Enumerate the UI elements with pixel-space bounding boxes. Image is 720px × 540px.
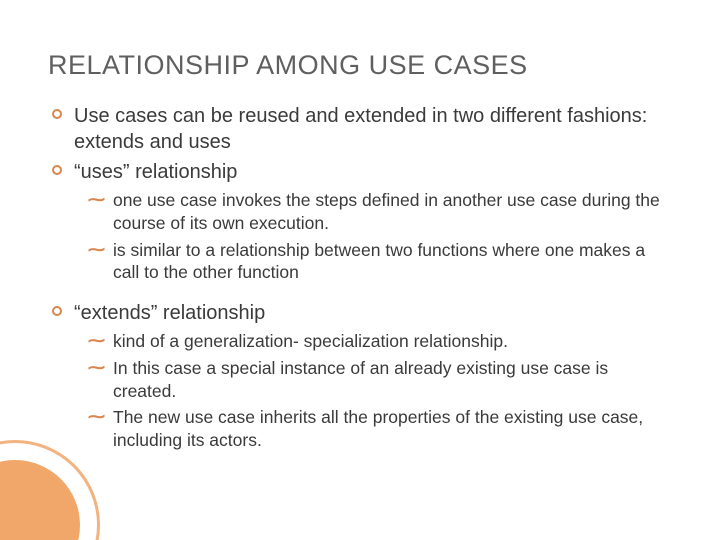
slide: RELATIONSHIP AMONG USE CASES Use cases c… xyxy=(0,0,720,540)
sub-bullet-text: is similar to a relationship between two… xyxy=(113,239,672,285)
circle-outline-icon xyxy=(0,440,100,540)
squiggle-bullet-icon: ⁓ xyxy=(88,357,105,379)
circle-fill-icon xyxy=(0,460,80,540)
squiggle-bullet-icon: ⁓ xyxy=(88,406,105,428)
sub-bullet-item: ⁓ The new use case inherits all the prop… xyxy=(88,406,672,452)
circle-bullet-icon xyxy=(52,165,62,175)
bullet-text: “extends” relationship xyxy=(74,300,265,326)
circle-bullet-icon xyxy=(52,109,62,119)
bullet-item: “uses” relationship xyxy=(52,159,672,185)
squiggle-bullet-icon: ⁓ xyxy=(88,189,105,211)
sub-bullet-text: one use case invokes the steps defined i… xyxy=(113,189,672,235)
bullet-text: “uses” relationship xyxy=(74,159,237,185)
squiggle-bullet-icon: ⁓ xyxy=(88,239,105,261)
sub-bullet-text: The new use case inherits all the proper… xyxy=(113,406,672,452)
circle-bullet-icon xyxy=(52,306,62,316)
sub-bullet-item: ⁓ is similar to a relationship between t… xyxy=(88,239,672,285)
bullet-item: Use cases can be reused and extended in … xyxy=(52,103,672,155)
sub-bullet-text: In this case a special instance of an al… xyxy=(113,357,672,403)
bullet-item: “extends” relationship xyxy=(52,300,672,326)
bullet-text: Use cases can be reused and extended in … xyxy=(74,103,672,155)
sub-bullet-item: ⁓ In this case a special instance of an … xyxy=(88,357,672,403)
squiggle-bullet-icon: ⁓ xyxy=(88,330,105,352)
sub-bullet-item: ⁓ one use case invokes the steps defined… xyxy=(88,189,672,235)
sub-bullet-item: ⁓ kind of a generalization- specializati… xyxy=(88,330,672,353)
sub-bullet-text: kind of a generalization- specialization… xyxy=(113,330,508,353)
slide-title: RELATIONSHIP AMONG USE CASES xyxy=(48,50,672,81)
